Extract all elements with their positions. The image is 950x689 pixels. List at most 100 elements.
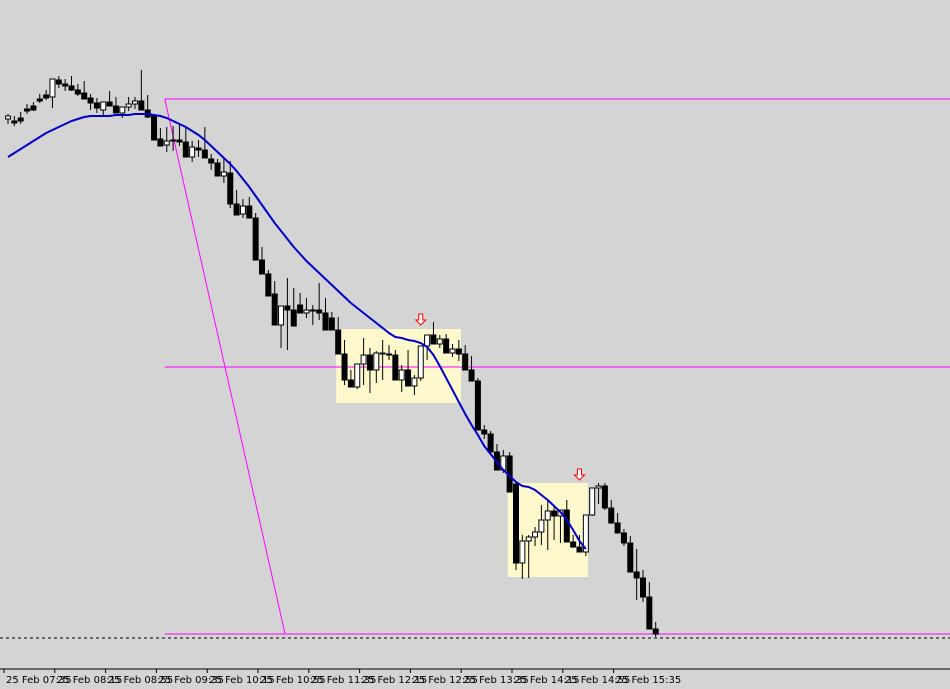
candle [214,159,221,177]
candle [544,500,551,550]
candle [201,127,208,159]
candle-body [608,507,615,524]
candle-body [633,571,640,579]
candle-body [100,101,107,111]
candle-body [513,483,519,564]
candle [182,127,189,158]
candle [100,101,107,116]
candle-body [176,139,183,143]
candle-body [652,628,659,635]
candle [652,622,659,637]
candle [506,452,513,493]
candle [366,348,373,393]
candles [5,70,659,637]
candle [176,124,183,146]
candle-body [366,354,373,371]
candle [576,535,583,553]
candle-body [125,103,132,108]
candle-body [582,514,589,553]
candle-body [119,106,126,114]
candle-body [151,115,158,141]
candle-body [11,120,18,124]
candle-body [576,546,583,553]
candle-body [322,312,329,331]
candle [252,213,259,261]
candle-body [411,377,418,387]
candle-body [252,217,259,261]
candle-body [163,140,170,146]
candle-body [227,172,234,205]
candle-body [627,542,634,573]
candle [195,140,202,157]
candle-body [112,105,119,114]
candle-body [5,115,11,120]
candle [246,197,253,219]
candle [125,97,132,111]
candle [570,535,577,548]
candle-body [30,105,37,111]
candle [455,340,462,361]
candle [11,116,18,126]
candle [259,247,265,275]
candle-body [347,379,354,388]
candle-body [481,429,488,435]
candle-body [93,102,100,109]
candle-body [620,532,627,544]
candle-body [563,509,570,543]
candle-body [49,78,56,98]
candle-body [208,158,215,164]
candle-body [24,108,31,112]
candle-body [487,433,494,453]
x-tick-label: 25 Feb 11:35 [311,675,377,686]
candle [189,141,196,162]
candle-body [36,98,43,102]
candle-body [386,353,392,356]
candle-body [214,162,221,177]
candle [43,90,50,100]
candle [443,334,450,354]
candle-body [595,485,602,489]
candle-body [462,353,469,371]
candle-body [201,149,208,159]
candle [322,298,329,331]
candle-body [474,380,481,431]
candle-body [532,531,539,538]
candle [55,76,62,88]
trend-line-diagonal [164,98,286,635]
horizontal-level-lines [0,98,950,639]
candle [297,293,304,314]
candle [138,70,145,111]
x-tick-label: 25 Feb 14:15 [514,675,580,686]
candle [335,317,342,355]
candle-body [468,369,475,382]
candle [303,298,310,318]
candle [462,345,469,371]
candle [163,127,170,152]
candle-body [297,304,304,314]
candle [468,356,475,382]
candle [239,199,246,218]
candle [417,345,424,381]
candle [284,278,291,350]
candle-body [87,97,94,104]
candle [74,84,81,96]
candle-body [316,309,323,314]
candle-body [646,596,653,630]
x-tick-label: 25 Feb 10:55 [260,675,326,686]
candle [620,529,627,546]
candle-body [455,348,462,355]
candle [532,527,539,546]
candle-body [290,309,297,327]
candle-body [328,317,335,331]
candle [170,126,177,151]
candle-body [335,329,342,355]
candle [93,98,100,113]
candle [233,190,240,216]
candle [551,506,558,540]
candle [386,345,392,360]
candle-body [182,141,189,158]
candle [646,582,653,630]
candle [5,114,11,124]
candle-body [417,345,424,379]
candle [341,340,348,385]
